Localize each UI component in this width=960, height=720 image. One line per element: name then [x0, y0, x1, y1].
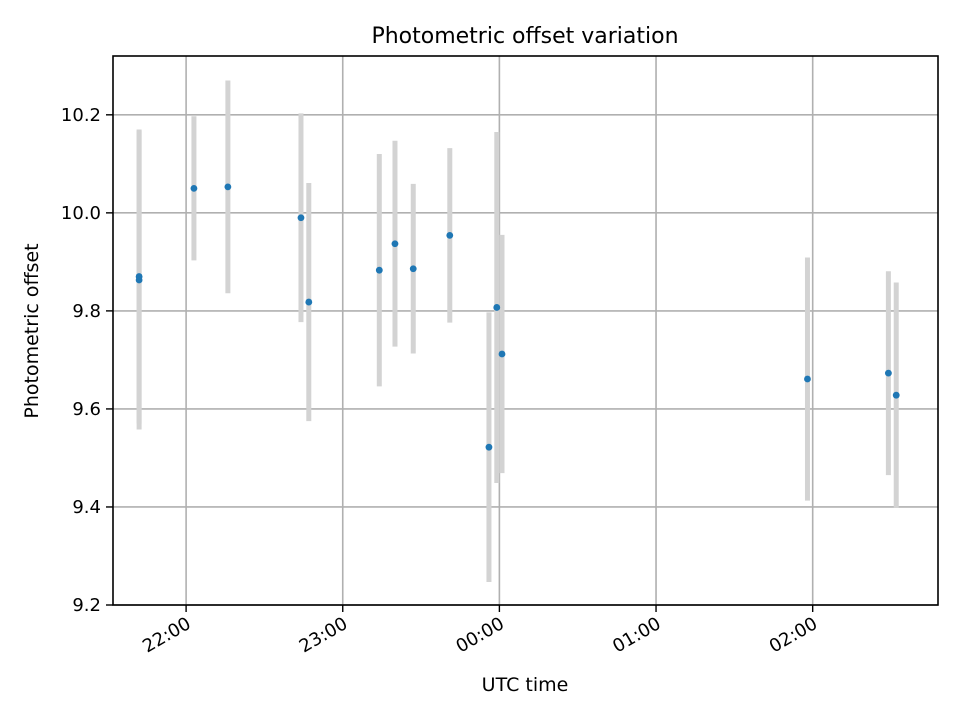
data-point [190, 184, 198, 192]
chart-title: Photometric offset variation [371, 24, 678, 49]
x-axis: 22:00 23:00 00:00 01:00 02:00 [139, 605, 821, 657]
data-point [498, 350, 506, 358]
data-point [804, 375, 811, 383]
y-axis-label: Photometric offset [21, 243, 43, 418]
x-axis-label: UTC time [482, 674, 569, 696]
y-axis: 9.2 9.4 9.6 9.8 10.0 10.2 [61, 105, 113, 616]
x-tick-label: 01:00 [609, 613, 664, 657]
x-tick-label: 02:00 [766, 613, 821, 657]
y-tick-label: 10.2 [61, 105, 101, 126]
x-tick-label: 22:00 [139, 613, 194, 657]
data-point [297, 214, 305, 222]
y-tick-label: 9.6 [72, 399, 101, 420]
data-point [305, 298, 313, 306]
data-point [892, 391, 900, 399]
data-point [884, 369, 892, 377]
data-point [409, 265, 417, 273]
plot-frame [112, 55, 939, 606]
y-tick-label: 9.8 [72, 301, 101, 322]
point-layer [135, 183, 900, 451]
x-tick-label: 00:00 [452, 613, 507, 657]
data-point [493, 304, 501, 311]
y-tick-label: 9.2 [72, 595, 101, 616]
data-point [391, 240, 399, 248]
data-point [375, 266, 383, 274]
x-tick-label: 23:00 [296, 613, 351, 657]
data-point [135, 273, 143, 280]
data-point [224, 183, 232, 191]
data-point [446, 232, 454, 239]
data-point [485, 443, 493, 451]
grid-layer [113, 56, 938, 606]
y-tick-label: 9.4 [72, 497, 101, 518]
y-tick-label: 10.0 [61, 203, 101, 224]
